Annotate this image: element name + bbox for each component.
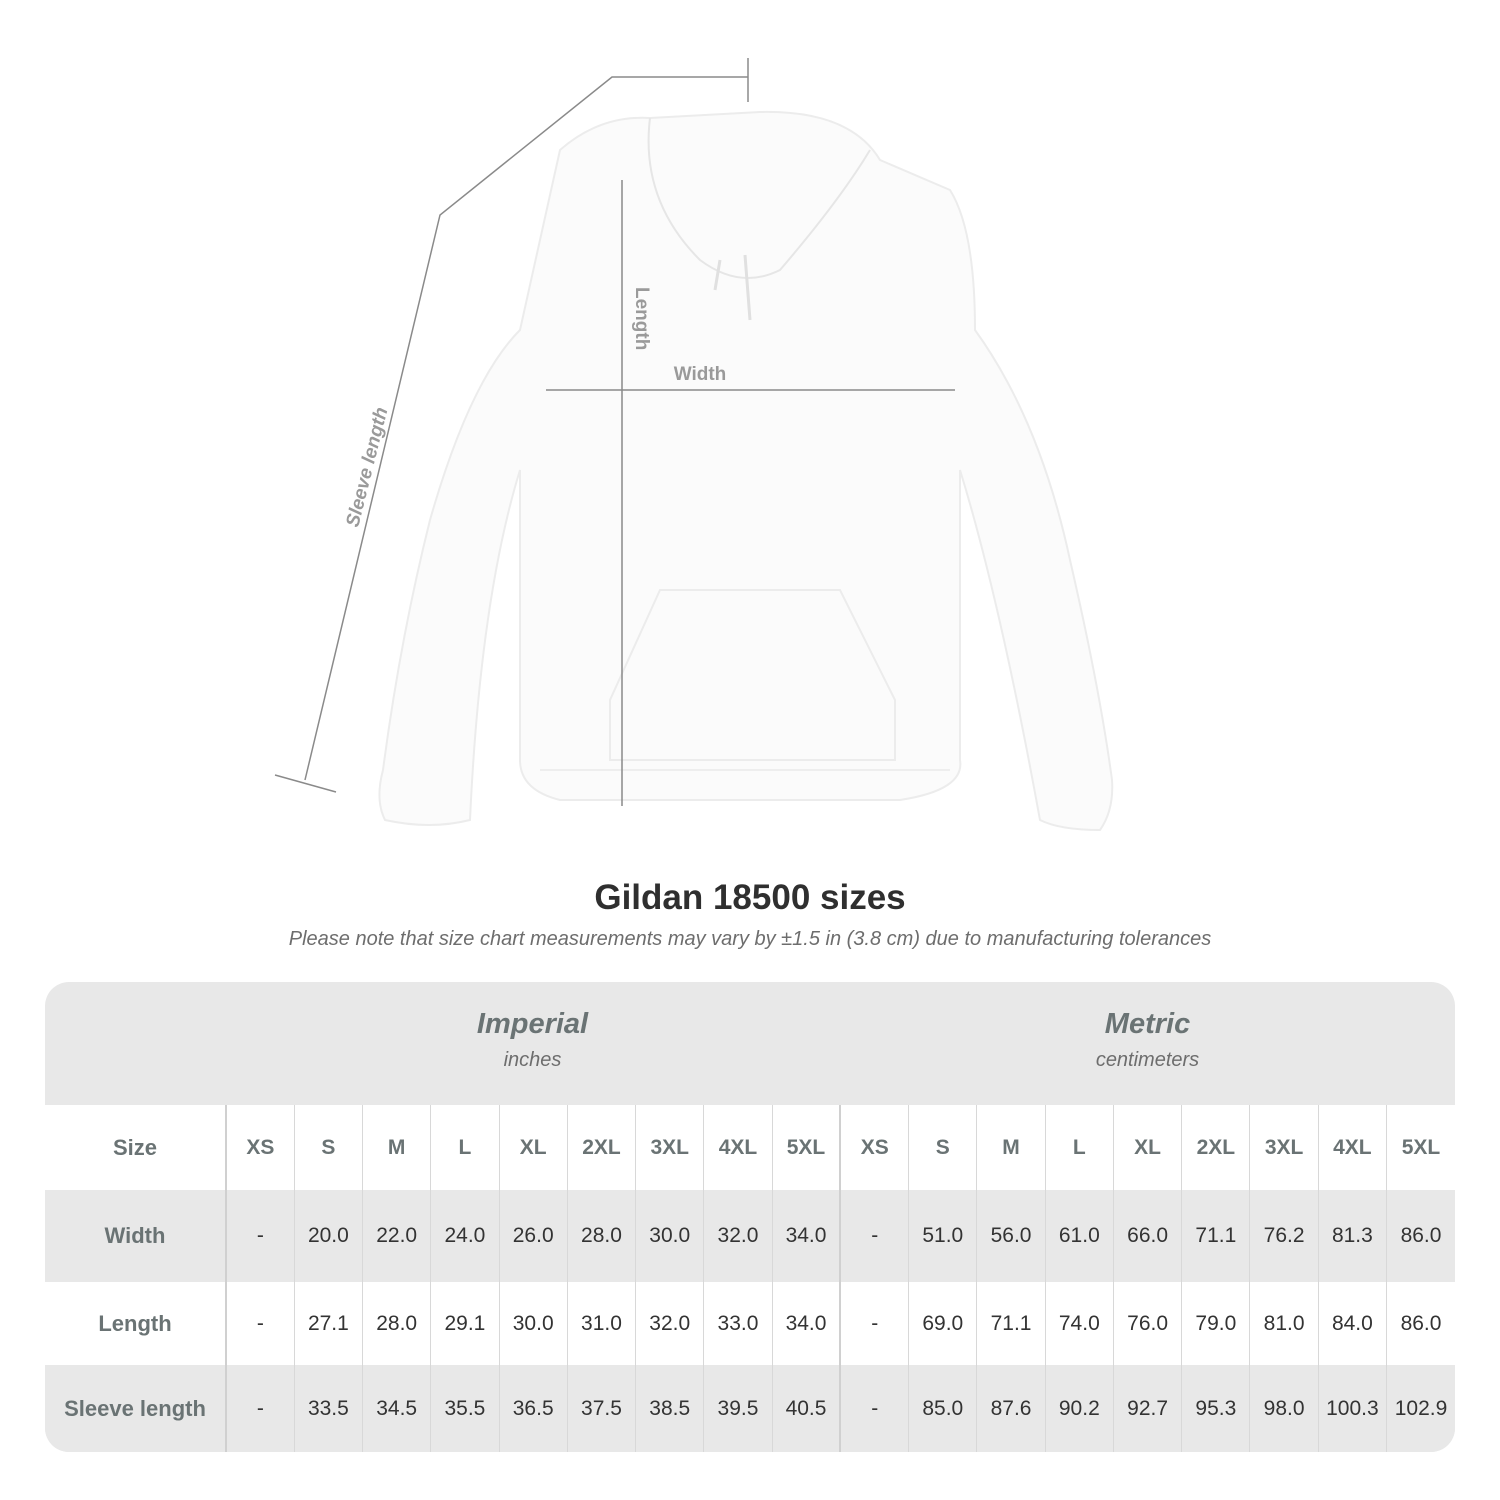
imperial-size-header: M <box>362 1105 431 1190</box>
size-header-row: Size XS S M L XL 2XL 3XL 4XL 5XL XS S M L XL 2XL 3XL 4XL 5… <box>45 1105 1455 1190</box>
metric-value-cell: 74.0 <box>1044 1282 1114 1365</box>
metric-value-cell: 69.0 <box>908 1282 977 1365</box>
imperial-value-cell: 27.1 <box>293 1282 363 1365</box>
imperial-value-cell: - <box>225 1282 295 1365</box>
metric-size-header: XS <box>839 1105 909 1190</box>
imperial-unit: inches <box>503 1049 562 1071</box>
imperial-value-cell: - <box>225 1365 295 1452</box>
imperial-value-cell: 32.0 <box>703 1190 773 1282</box>
imperial-size-header: XL <box>498 1105 568 1190</box>
imperial-value-cell: 24.0 <box>430 1190 500 1282</box>
imperial-value-cell: 34.0 <box>771 1190 841 1282</box>
imperial-value-cell: 28.0 <box>362 1282 431 1365</box>
imperial-value-cell: 31.0 <box>566 1282 636 1365</box>
row-label: Length <box>45 1282 227 1365</box>
metric-size-header: XL <box>1112 1105 1182 1190</box>
metric-size-header: M <box>976 1105 1046 1190</box>
row-label: Sleeve length <box>45 1365 227 1452</box>
metric-value-cell: 86.0 <box>1386 1190 1455 1282</box>
hoodie-illustration <box>378 110 1114 832</box>
metric-value-cell: 92.7 <box>1112 1365 1182 1452</box>
imperial-value-cell: 37.5 <box>566 1365 636 1452</box>
length-label: Length <box>631 287 652 350</box>
metric-value-cell: 90.2 <box>1044 1365 1114 1452</box>
metric-value-cell: 79.0 <box>1181 1282 1250 1365</box>
imperial-group-header: Imperial inches <box>225 982 840 1105</box>
tolerance-note: Please note that size chart measurements… <box>288 928 1212 950</box>
metric-value-cell: 76.2 <box>1249 1190 1319 1282</box>
imperial-value-cell: 20.0 <box>293 1190 363 1282</box>
size-table: Imperial inches Metric centimeters Size X… <box>45 982 1455 1452</box>
imperial-size-header: 4XL <box>703 1105 773 1190</box>
metric-value-cell: - <box>839 1190 909 1282</box>
metric-value-cell: 81.3 <box>1317 1190 1387 1282</box>
imperial-size-header: 2XL <box>566 1105 636 1190</box>
imperial-value-cell: 34.5 <box>362 1365 431 1452</box>
metric-value-cell: 71.1 <box>976 1282 1046 1365</box>
metric-size-header: 5XL <box>1386 1105 1455 1190</box>
imperial-value-cell: 30.0 <box>635 1190 704 1282</box>
imperial-size-header: 3XL <box>635 1105 704 1190</box>
metric-value-cell: 86.0 <box>1386 1282 1455 1365</box>
imperial-value-cell: 30.0 <box>498 1282 568 1365</box>
imperial-value-cell: - <box>225 1190 295 1282</box>
metric-value-cell: 56.0 <box>976 1190 1046 1282</box>
metric-value-cell: 81.0 <box>1249 1282 1319 1365</box>
imperial-value-cell: 40.5 <box>771 1365 841 1452</box>
imperial-value-cell: 33.0 <box>703 1282 773 1365</box>
imperial-size-header: XS <box>225 1105 295 1190</box>
metric-unit: centimeters <box>1095 1049 1200 1071</box>
metric-value-cell: 66.0 <box>1112 1190 1182 1282</box>
size-header-label: Size <box>45 1105 227 1190</box>
imperial-value-cell: 26.0 <box>498 1190 568 1282</box>
metric-value-cell: - <box>839 1365 909 1452</box>
table-row: Sleeve length -33.5 34.5 35.5 36.5 37.5 38.5 39… <box>45 1365 1455 1452</box>
imperial-title: Imperial <box>476 1008 589 1040</box>
metric-value-cell: 84.0 <box>1317 1282 1387 1365</box>
metric-value-cell: 95.3 <box>1181 1365 1250 1452</box>
metric-group-header: Metric centimeters <box>840 982 1455 1105</box>
metric-value-cell: 102.9 <box>1386 1365 1455 1452</box>
metric-value-cell: 61.0 <box>1044 1190 1114 1282</box>
size-grid: Size XS S M L XL 2XL 3XL 4XL 5XL XS S M L XL 2XL 3XL 4XL 5… <box>45 1105 1455 1452</box>
table-row: Width -20.0 22.0 24.0 26.0 28.0 30.0 32.0 34.0-5… <box>45 1190 1455 1282</box>
table-row: Length -27.1 28.0 29.1 30.0 31.0 32.0 33.0 34.0-… <box>45 1282 1455 1365</box>
imperial-value-cell: 28.0 <box>566 1190 636 1282</box>
metric-size-header: 3XL <box>1249 1105 1319 1190</box>
metric-value-cell: 100.3 <box>1317 1365 1387 1452</box>
imperial-value-cell: 39.5 <box>703 1365 773 1452</box>
hoodie-measurement-diagram: Sleeve length Length Width <box>274 58 1114 832</box>
row-label: Width <box>45 1190 227 1282</box>
sleeve-length-measure-line <box>274 58 749 793</box>
imperial-value-cell: 22.0 <box>362 1190 431 1282</box>
width-label: Width <box>674 364 727 385</box>
metric-value-cell: 51.0 <box>908 1190 977 1282</box>
page-title: Gildan 18500 sizes <box>594 878 906 917</box>
metric-size-header: 2XL <box>1181 1105 1250 1190</box>
imperial-value-cell: 35.5 <box>430 1365 500 1452</box>
imperial-value-cell: 33.5 <box>293 1365 363 1452</box>
imperial-value-cell: 36.5 <box>498 1365 568 1452</box>
metric-value-cell: 98.0 <box>1249 1365 1319 1452</box>
imperial-value-cell: 34.0 <box>771 1282 841 1365</box>
imperial-size-header: L <box>430 1105 500 1190</box>
metric-size-header: S <box>908 1105 977 1190</box>
imperial-size-header: S <box>293 1105 363 1190</box>
metric-value-cell: 85.0 <box>908 1365 977 1452</box>
metric-title: Metric <box>1104 1008 1191 1040</box>
metric-value-cell: 87.6 <box>976 1365 1046 1452</box>
imperial-value-cell: 29.1 <box>430 1282 500 1365</box>
metric-value-cell: 76.0 <box>1112 1282 1182 1365</box>
imperial-value-cell: 32.0 <box>635 1282 704 1365</box>
metric-value-cell: 71.1 <box>1181 1190 1250 1282</box>
imperial-value-cell: 38.5 <box>635 1365 704 1452</box>
metric-size-header: L <box>1044 1105 1114 1190</box>
metric-value-cell: - <box>839 1282 909 1365</box>
sleeve-length-label: Sleeve length <box>342 405 392 529</box>
metric-size-header: 4XL <box>1317 1105 1387 1190</box>
imperial-size-header: 5XL <box>771 1105 841 1190</box>
